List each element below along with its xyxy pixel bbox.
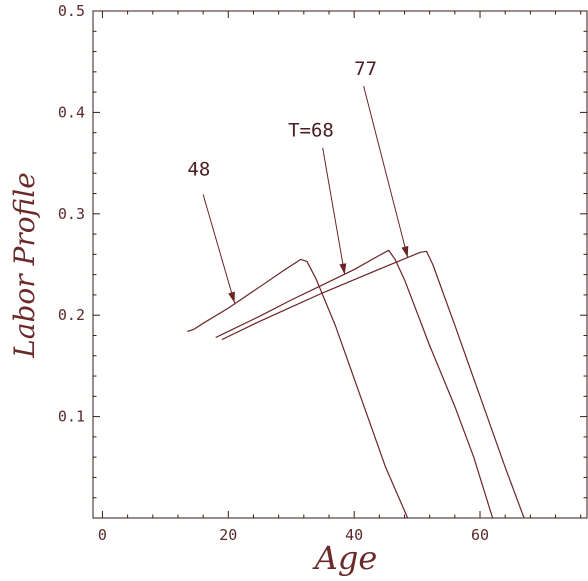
annotation-label-2: T=68 xyxy=(288,120,334,142)
x-tick-label: 40 xyxy=(345,526,363,544)
series-line-3 xyxy=(221,250,525,519)
axes: 0 20 40 60 0.1 0.2 0.3 0.4 0.5 xyxy=(58,2,588,544)
annotations: 48 T=68 77 xyxy=(187,58,409,304)
annotation-label-1: 48 xyxy=(187,158,210,180)
series-group xyxy=(187,249,525,519)
y-tick-label: 0.4 xyxy=(58,103,85,121)
series-line-2 xyxy=(215,249,494,519)
x-tick-label: 60 xyxy=(471,526,489,544)
plot-frame xyxy=(92,10,588,519)
annotation-arrowhead-1 xyxy=(228,291,235,304)
y-axis-title: Labor Profile xyxy=(8,172,41,359)
y-tick-label: 0.3 xyxy=(58,205,85,223)
y-tick-label: 0.1 xyxy=(58,408,85,426)
annotation-arrowhead-3 xyxy=(401,245,409,258)
annotation-label-3: 77 xyxy=(354,58,377,80)
annotation-arrowhead-2 xyxy=(339,263,347,275)
y-tick-label: 0.2 xyxy=(58,306,85,324)
annotation-arrow-3 xyxy=(363,85,409,258)
x-tick-label: 20 xyxy=(219,526,237,544)
y-tick-label: 0.5 xyxy=(58,2,85,20)
x-tick-label: 0 xyxy=(98,526,107,544)
annotation-arrow-1 xyxy=(202,194,236,304)
annotation-arrow-2 xyxy=(322,147,346,275)
series-line-1 xyxy=(187,258,409,519)
x-axis-title: Age xyxy=(312,539,378,577)
